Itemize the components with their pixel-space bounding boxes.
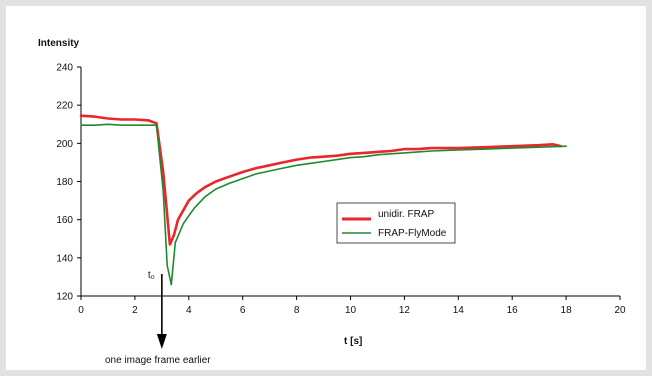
legend-label-frap-flymode: FRAP-FlyMode [378, 228, 447, 239]
x-tick-label: 14 [453, 305, 465, 316]
y-tick-label: 160 [56, 215, 73, 226]
series-line-frap-flymode [80, 123, 567, 286]
y-tick-label: 140 [56, 253, 73, 264]
x-tick-label: 12 [399, 305, 411, 316]
t0-annotation: t₀ one image frame earlier [105, 270, 211, 366]
x-axis-label: t [s] [344, 336, 362, 347]
x-tick-label: 16 [507, 305, 519, 316]
x-tick-label: 18 [561, 305, 573, 316]
t0-label: t₀ [148, 270, 155, 281]
x-tick-label: 10 [345, 305, 357, 316]
arrow-label: one image frame earlier [105, 355, 211, 366]
series-layer [79, 114, 567, 286]
x-tick-label: 6 [240, 305, 246, 316]
y-tick-label: 200 [56, 139, 73, 150]
x-tick-label: 2 [132, 305, 138, 316]
y-tick-label: 180 [56, 177, 73, 188]
legend-label-unidir-frap: unidir. FRAP [378, 209, 434, 220]
legend-box [336, 202, 456, 244]
legend-item-unidir-frap: unidir. FRAP [342, 209, 434, 221]
x-tick-label: 8 [294, 305, 300, 316]
x-tick-label: 4 [186, 305, 192, 316]
series-line-unidir-frap [79, 114, 562, 246]
x-tick-label: 0 [78, 305, 84, 316]
y-tick-label: 120 [56, 292, 73, 303]
x-tick-label: 20 [614, 305, 626, 316]
y-axis-label: Intensity [38, 38, 80, 49]
x-axis: 0 2 4 6 8 10 12 14 16 18 20 [78, 295, 626, 316]
arrow-down-icon [156, 334, 167, 349]
y-axis: 120 140 160 180 200 220 240 [56, 63, 82, 303]
legend: unidir. FRAP FRAP-FlyMode [336, 202, 456, 244]
legend-item-frap-flymode: FRAP-FlyMode [342, 228, 447, 239]
y-tick-label: 240 [56, 63, 73, 74]
y-tick-label: 220 [56, 101, 73, 112]
